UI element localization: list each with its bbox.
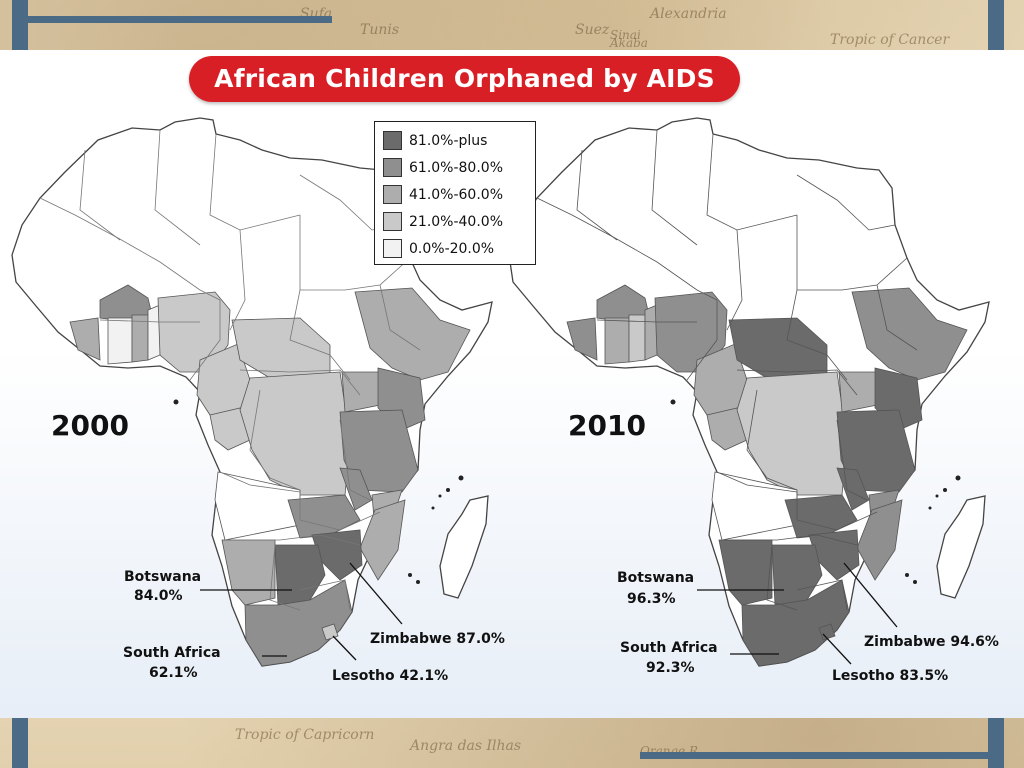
value-zimbabwe-2000: 87.0% <box>456 631 505 647</box>
bg-label: Tropic of Capricorn <box>235 727 375 743</box>
value-south-africa-2010: 92.3% <box>646 660 695 676</box>
value-lesotho-2010: 83.5% <box>900 668 949 684</box>
bg-label: Suez <box>575 22 610 38</box>
legend-swatch <box>383 239 402 258</box>
label-botswana-2000: Botswana <box>124 569 201 585</box>
legend-item: 41.0%-60.0% <box>383 181 535 208</box>
label-south-africa-2010: South Africa <box>620 640 718 656</box>
frame-bar-top <box>12 16 332 23</box>
legend-item: 61.0%-80.0% <box>383 154 535 181</box>
legend-label: 21.0%-40.0% <box>409 213 504 230</box>
frame-bar-top-left <box>12 0 28 50</box>
bg-label: Sinai <box>610 28 641 42</box>
legend: 81.0%-plus 61.0%-80.0% 41.0%-60.0% 21.0%… <box>374 121 536 265</box>
label-lesotho-2000: Lesotho 42.1% <box>332 668 448 684</box>
label-south-africa-2000: South Africa <box>123 645 221 661</box>
label-botswana-2010: Botswana <box>617 570 694 586</box>
region-mozambique <box>359 499 406 581</box>
year-label-2000: 2000 <box>51 409 129 442</box>
region-senegal-guinea <box>69 317 101 361</box>
map-title: African Children Orphaned by AIDS <box>189 56 740 102</box>
label-zimbabwe-2010: Zimbabwe 94.6% <box>864 634 999 650</box>
legend-item: 21.0%-40.0% <box>383 208 535 235</box>
frame-bar-top-right <box>988 0 1004 50</box>
region-lesotho <box>321 623 339 641</box>
bg-label: Angra das Ilhas <box>410 738 522 754</box>
region-ethiopia <box>354 287 471 381</box>
legend-item: 81.0%-plus <box>383 127 535 154</box>
label-lesotho-2000-name: Lesotho <box>332 668 395 684</box>
region-ghana <box>628 314 646 363</box>
legend-label: 81.0%-plus <box>409 132 488 149</box>
legend-swatch <box>383 158 402 177</box>
region-uganda <box>838 371 878 413</box>
region-congo <box>706 407 748 451</box>
label-lesotho-2010: Lesotho 83.5% <box>832 668 948 684</box>
map-2000: 2000 Botswana 84.0% South Africa 62.1% Z… <box>11 117 505 684</box>
region-botswana <box>771 544 823 606</box>
value-botswana-2000: 84.0% <box>134 588 183 604</box>
region-senegal-guinea <box>566 317 598 361</box>
map-2010: 2010 Botswana 96.3% South Africa 92.3% Z… <box>508 117 999 684</box>
legend-label: 0.0%-20.0% <box>409 240 495 257</box>
legend-swatch <box>383 185 402 204</box>
region-ghana <box>131 314 149 363</box>
label-zimbabwe-2010-name: Zimbabwe <box>864 634 945 650</box>
value-botswana-2010: 96.3% <box>627 591 676 607</box>
value-south-africa-2000: 62.1% <box>149 665 198 681</box>
label-zimbabwe-2000-name: Zimbabwe <box>370 631 451 647</box>
region-lesotho <box>818 623 836 641</box>
frame-bar-bottom-left <box>12 718 28 768</box>
year-label-2010: 2010 <box>568 409 646 442</box>
region-uganda <box>341 371 381 413</box>
bg-label: Akaba <box>610 36 648 50</box>
value-zimbabwe-2010: 94.6% <box>950 634 999 650</box>
region-south-africa <box>741 579 850 667</box>
region-cote-divoire <box>107 317 133 365</box>
bg-label: Tunis <box>360 22 400 38</box>
legend-label: 41.0%-60.0% <box>409 186 504 203</box>
region-congo <box>209 407 251 451</box>
value-lesotho-2000: 42.1% <box>400 668 449 684</box>
bg-label: Tropic of Cancer <box>830 32 950 48</box>
label-zimbabwe-2000: Zimbabwe 87.0% <box>370 631 505 647</box>
legend-swatch <box>383 212 402 231</box>
region-south-africa <box>244 579 353 667</box>
region-cote-divoire <box>604 317 630 365</box>
legend-swatch <box>383 131 402 150</box>
region-mozambique <box>856 499 903 581</box>
bg-label: Alexandria <box>650 6 727 22</box>
region-ethiopia <box>851 287 968 381</box>
legend-item: 0.0%-20.0% <box>383 235 535 262</box>
frame-bar-bottom <box>640 752 1004 759</box>
legend-label: 61.0%-80.0% <box>409 159 504 176</box>
label-lesotho-2010-name: Lesotho <box>832 668 895 684</box>
